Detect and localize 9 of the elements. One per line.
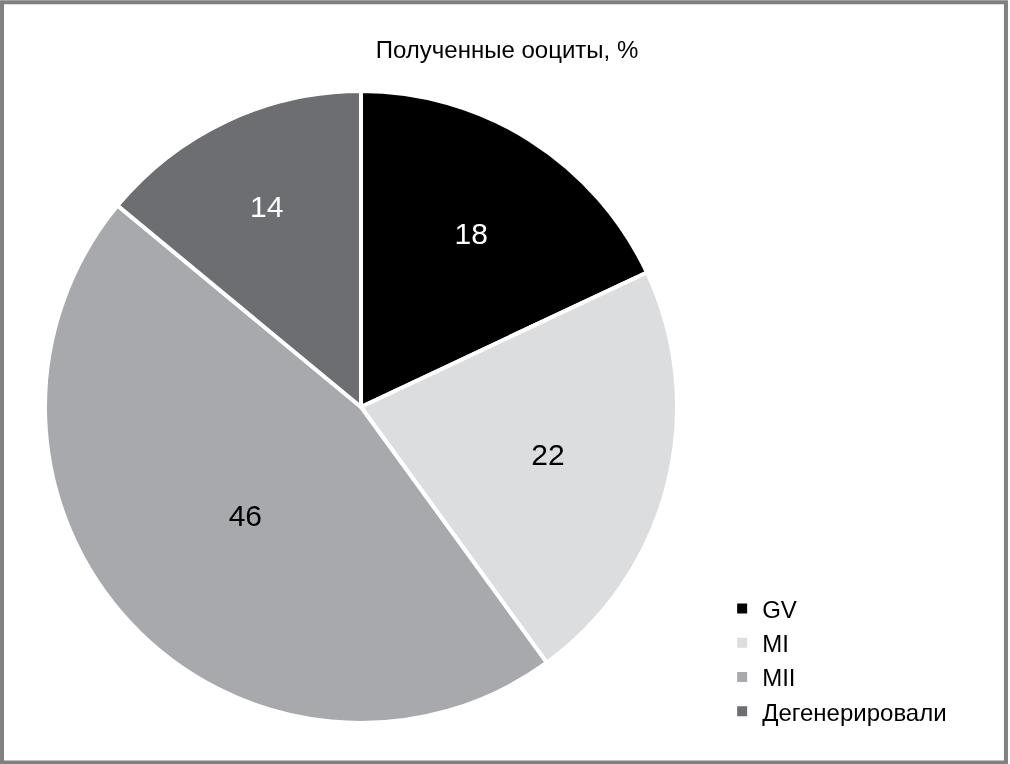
data-label: 22 bbox=[531, 438, 565, 472]
data-label: 14 bbox=[249, 189, 284, 223]
data-label: 18 bbox=[454, 216, 488, 250]
legend-label: Дегенерировали bbox=[762, 698, 947, 726]
data-label: 46 bbox=[228, 499, 263, 533]
legend-label: MII bbox=[762, 664, 796, 692]
chart-title: Полученные ооциты, % bbox=[375, 36, 639, 64]
legend-label: GV bbox=[762, 595, 797, 623]
legend-label: MI bbox=[762, 630, 789, 658]
